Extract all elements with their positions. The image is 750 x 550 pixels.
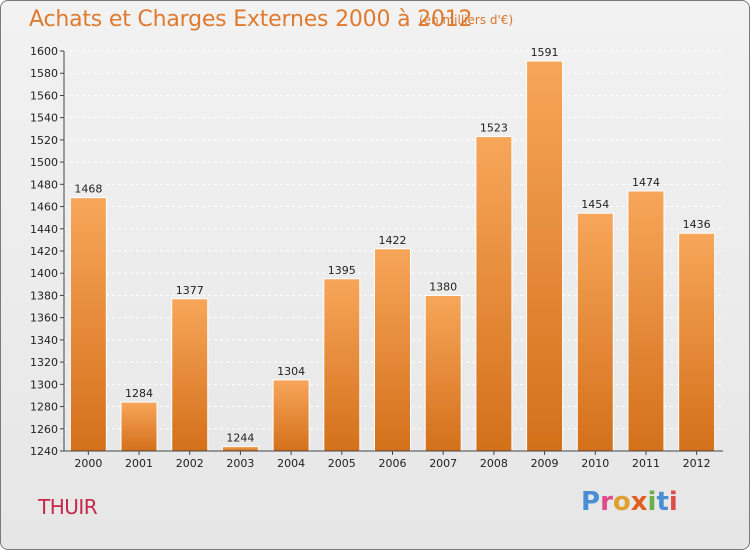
y-tick-label: 1600 [30,45,58,58]
x-tick-label-2006: 2006 [379,457,407,470]
labels: 1240 1260 1280 1300 1320 1340 1360 1380 1400 1420… [30,45,711,470]
value-label-2010: 1454 [581,198,609,211]
value-label-2002: 1377 [176,284,204,297]
value-label-2003: 1244 [226,432,254,445]
logo-letter: i [668,487,678,517]
x-tick-label-2007: 2007 [429,457,457,470]
logo-letter: P [581,487,601,517]
logo-letter: t [656,487,669,517]
value-label-2007: 1380 [429,280,457,293]
y-tick-label: 1500 [30,156,58,169]
chart-title: Achats et Charges Externes 2000 à 2012 [29,7,473,32]
location-label: THUIR [38,495,98,519]
x-tick-label-2011: 2011 [632,457,660,470]
value-label-2005: 1395 [328,264,356,277]
x-tick-label-2009: 2009 [531,457,559,470]
y-tick-label: 1540 [30,112,58,125]
value-label-2011: 1474 [632,176,660,189]
x-tick-label-2001: 2001 [125,457,153,470]
y-tick-label: 1480 [30,178,58,191]
bar-2012 [678,232,716,452]
y-tick-label: 1320 [30,356,58,369]
x-tick-label-2010: 2010 [581,457,609,470]
bar-2005 [323,278,361,452]
y-tick-label: 1420 [30,245,58,258]
x-tick-label-2002: 2002 [176,457,204,470]
bar-2003 [221,446,259,452]
chart-subtitle: (en milliers d'€) [419,13,514,27]
bar-2002 [171,298,209,452]
y-tick-label: 1400 [30,267,58,280]
bar-2011 [627,190,665,452]
proxiti-logo: Proxiti [581,487,678,517]
bar-2000 [69,197,107,452]
logo-letter: r [600,487,613,517]
y-tick-label: 1260 [30,423,58,436]
bar-2009 [526,60,564,452]
y-tick-label: 1460 [30,201,58,214]
y-tick-label: 1560 [30,89,58,102]
bar-2006 [374,248,411,452]
x-tick-label-2008: 2008 [480,457,508,470]
logo-letter: i [647,487,657,517]
y-tick-label: 1440 [30,223,58,236]
x-tick-label-2000: 2000 [74,457,102,470]
logo-letter: x [630,487,648,517]
value-label-2000: 1468 [74,183,102,196]
value-label-2001: 1284 [125,387,153,400]
value-label-2009: 1591 [531,46,559,59]
bar-2004 [272,379,310,452]
y-tick-label: 1240 [30,445,58,458]
value-label-2004: 1304 [277,365,305,378]
bar-2001 [120,401,158,452]
y-tick-label: 1340 [30,334,58,347]
x-tick-label-2003: 2003 [226,457,254,470]
value-label-2008: 1523 [480,122,508,135]
logo-letter: o [612,487,631,517]
bar-2008 [475,136,513,452]
x-tick-label-2005: 2005 [328,457,356,470]
x-tick-label-2012: 2012 [683,457,711,470]
bars [69,60,716,452]
bar-2010 [576,212,614,452]
y-tick-label: 1300 [30,378,58,391]
y-tick-label: 1520 [30,134,58,147]
y-tick-label: 1380 [30,289,58,302]
axes [60,50,723,455]
y-tick-label: 1360 [30,312,58,325]
x-tick-label-2004: 2004 [277,457,305,470]
y-tick-label: 1280 [30,401,58,414]
bar-2007 [424,294,462,452]
value-label-2012: 1436 [683,218,711,231]
y-tick-label: 1580 [30,67,58,80]
value-label-2006: 1422 [379,234,407,247]
